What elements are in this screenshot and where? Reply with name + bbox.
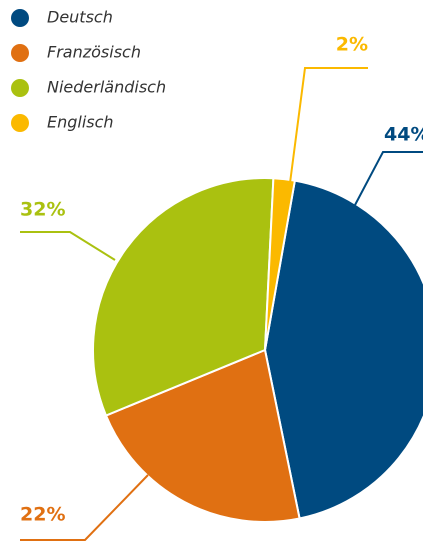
pie-slice bbox=[92, 177, 275, 417]
data-label: 32% bbox=[20, 199, 65, 221]
leader-line bbox=[20, 474, 149, 541]
data-label: 22% bbox=[20, 504, 65, 526]
leader-line bbox=[20, 231, 116, 261]
legend-marker bbox=[11, 114, 29, 132]
legend-marker bbox=[11, 9, 29, 27]
pie-slice bbox=[264, 177, 297, 351]
legend-label: Deutsch bbox=[47, 8, 113, 27]
data-label: 2% bbox=[336, 34, 368, 56]
pie-slice bbox=[104, 348, 301, 523]
leader-line bbox=[289, 67, 368, 184]
legend-marker bbox=[11, 79, 29, 97]
legend-label: Französisch bbox=[47, 43, 141, 62]
legend-label: Niederländisch bbox=[47, 78, 166, 97]
legend-label: Englisch bbox=[47, 113, 114, 132]
leader-line bbox=[354, 151, 423, 206]
data-label: 44% bbox=[384, 124, 423, 146]
legend-marker bbox=[11, 44, 29, 62]
